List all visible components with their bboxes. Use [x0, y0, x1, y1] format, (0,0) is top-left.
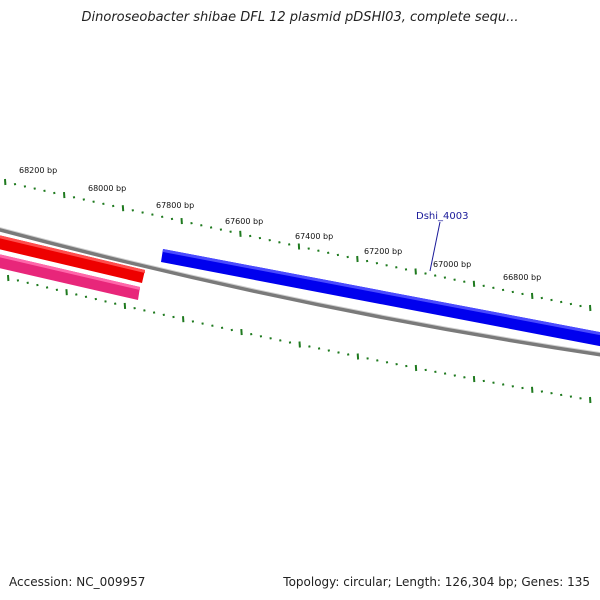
inner-tick-track: [7, 274, 592, 404]
backbone-highlight: [0, 227, 600, 353]
gene-reverse-pink-highlight: [0, 254, 140, 290]
scale-label: 67200 bp: [364, 247, 402, 256]
accession-text: Accession: NC_009957: [9, 575, 146, 589]
gene-label-dshi-4003[interactable]: Dshi_4003: [416, 211, 468, 222]
gene-reverse-pink[interactable]: [0, 252, 140, 300]
gene-reverse-red-highlight: [0, 235, 145, 273]
scale-label: 68200 bp: [19, 166, 57, 175]
gene-forward-highlight: [163, 249, 600, 336]
gene-forward-dshi-4003[interactable]: [161, 249, 600, 348]
topology-summary: Topology: circular; Length: 126,304 bp; …: [283, 575, 590, 589]
scale-label: 67400 bp: [295, 232, 333, 241]
scale-label: 68000 bp: [88, 184, 126, 193]
gene-label-leader: [429, 221, 441, 272]
backbone-line: [0, 227, 600, 357]
scale-label: 66800 bp: [503, 273, 541, 282]
outer-tick-track: [4, 178, 592, 312]
scale-label: 67800 bp: [156, 201, 194, 210]
gene-reverse-red[interactable]: [0, 233, 145, 283]
map-title: Dinoroseobacter shibae DFL 12 plasmid pD…: [81, 10, 519, 25]
scale-label: 67000 bp: [433, 260, 471, 269]
scale-label: 67600 bp: [225, 217, 263, 226]
